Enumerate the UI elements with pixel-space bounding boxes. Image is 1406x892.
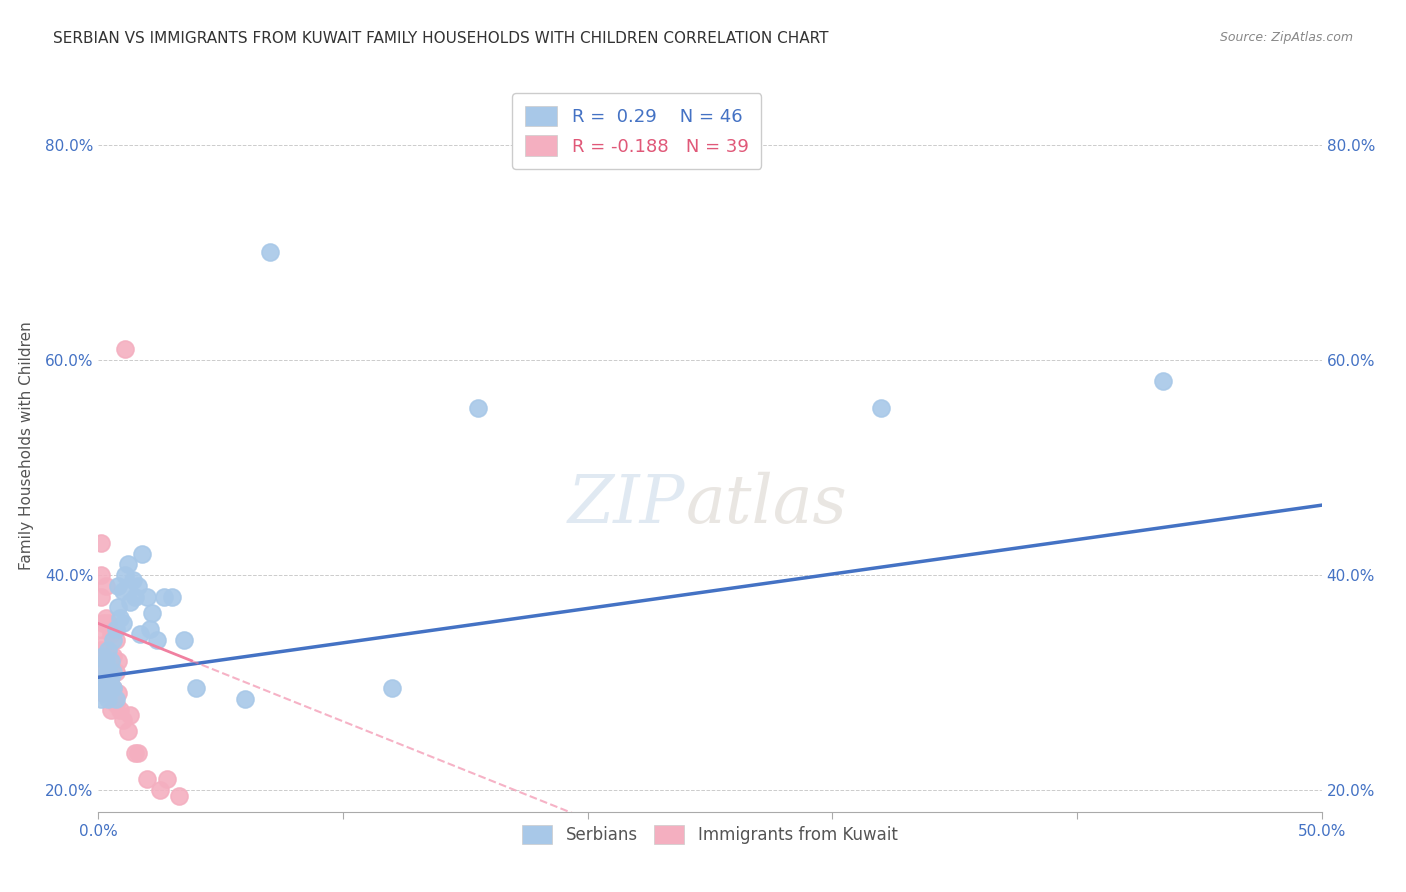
Point — [100, 681, 122, 695]
Point — [104, 622, 127, 636]
Point — [100, 654, 122, 668]
Point — [121, 574, 143, 588]
Point — [131, 547, 153, 561]
Point — [111, 714, 134, 728]
Text: Source: ZipAtlas.com: Source: ZipAtlas.com — [1219, 31, 1353, 45]
Point — [104, 691, 127, 706]
Point — [127, 746, 149, 760]
Point — [153, 590, 176, 604]
Point — [136, 772, 159, 787]
Point — [97, 691, 120, 706]
Point — [209, 869, 232, 883]
Point — [100, 670, 122, 684]
Point — [91, 665, 114, 679]
Point — [90, 643, 112, 657]
Point — [139, 622, 162, 636]
Point — [104, 665, 127, 679]
Y-axis label: Family Households with Children: Family Households with Children — [18, 322, 34, 570]
Point — [149, 783, 172, 797]
Point — [90, 622, 112, 636]
Point — [104, 697, 127, 711]
Point — [104, 632, 127, 647]
Point — [107, 654, 129, 668]
Point — [120, 707, 142, 722]
Point — [381, 681, 404, 695]
Point — [91, 648, 114, 663]
Point — [94, 654, 117, 668]
Point — [111, 584, 134, 599]
Point — [97, 648, 120, 663]
Point — [160, 590, 183, 604]
Point — [90, 568, 112, 582]
Point — [114, 342, 136, 356]
Point — [259, 245, 281, 260]
Point — [146, 632, 169, 647]
Point — [117, 558, 139, 572]
Point — [173, 632, 195, 647]
Point — [233, 691, 256, 706]
Point — [94, 675, 117, 690]
Point — [107, 579, 129, 593]
Point — [91, 681, 114, 695]
Point — [124, 590, 146, 604]
Text: SERBIAN VS IMMIGRANTS FROM KUWAIT FAMILY HOUSEHOLDS WITH CHILDREN CORRELATION CH: SERBIAN VS IMMIGRANTS FROM KUWAIT FAMILY… — [53, 31, 830, 46]
Point — [91, 616, 114, 631]
Point — [91, 638, 114, 652]
Point — [114, 568, 136, 582]
Point — [186, 681, 208, 695]
Point — [124, 746, 146, 760]
Point — [100, 627, 122, 641]
Point — [110, 702, 132, 716]
Point — [101, 665, 124, 679]
Point — [91, 665, 114, 679]
Point — [97, 616, 120, 631]
Point — [870, 401, 893, 416]
Point — [94, 611, 117, 625]
Point — [94, 686, 117, 700]
Point — [107, 600, 129, 615]
Text: atlas: atlas — [686, 472, 848, 537]
Legend: Serbians, Immigrants from Kuwait: Serbians, Immigrants from Kuwait — [516, 818, 904, 851]
Point — [100, 670, 122, 684]
Point — [1152, 375, 1174, 389]
Point — [101, 648, 124, 663]
Point — [120, 595, 142, 609]
Point — [97, 643, 120, 657]
Point — [90, 675, 112, 690]
Point — [97, 681, 120, 695]
Point — [110, 611, 132, 625]
Point — [107, 686, 129, 700]
Point — [97, 665, 120, 679]
Point — [94, 579, 117, 593]
Point — [129, 627, 152, 641]
Point — [101, 681, 124, 695]
Point — [94, 675, 117, 690]
Point — [101, 632, 124, 647]
Point — [91, 686, 114, 700]
Point — [117, 724, 139, 739]
Point — [467, 401, 489, 416]
Point — [90, 691, 112, 706]
Point — [156, 772, 179, 787]
Point — [94, 654, 117, 668]
Point — [90, 590, 112, 604]
Text: ZIP: ZIP — [568, 472, 686, 537]
Point — [127, 579, 149, 593]
Point — [111, 616, 134, 631]
Point — [136, 590, 159, 604]
Point — [90, 536, 112, 550]
Point — [141, 606, 163, 620]
Point — [167, 789, 190, 803]
Point — [101, 681, 124, 695]
Point — [100, 702, 122, 716]
